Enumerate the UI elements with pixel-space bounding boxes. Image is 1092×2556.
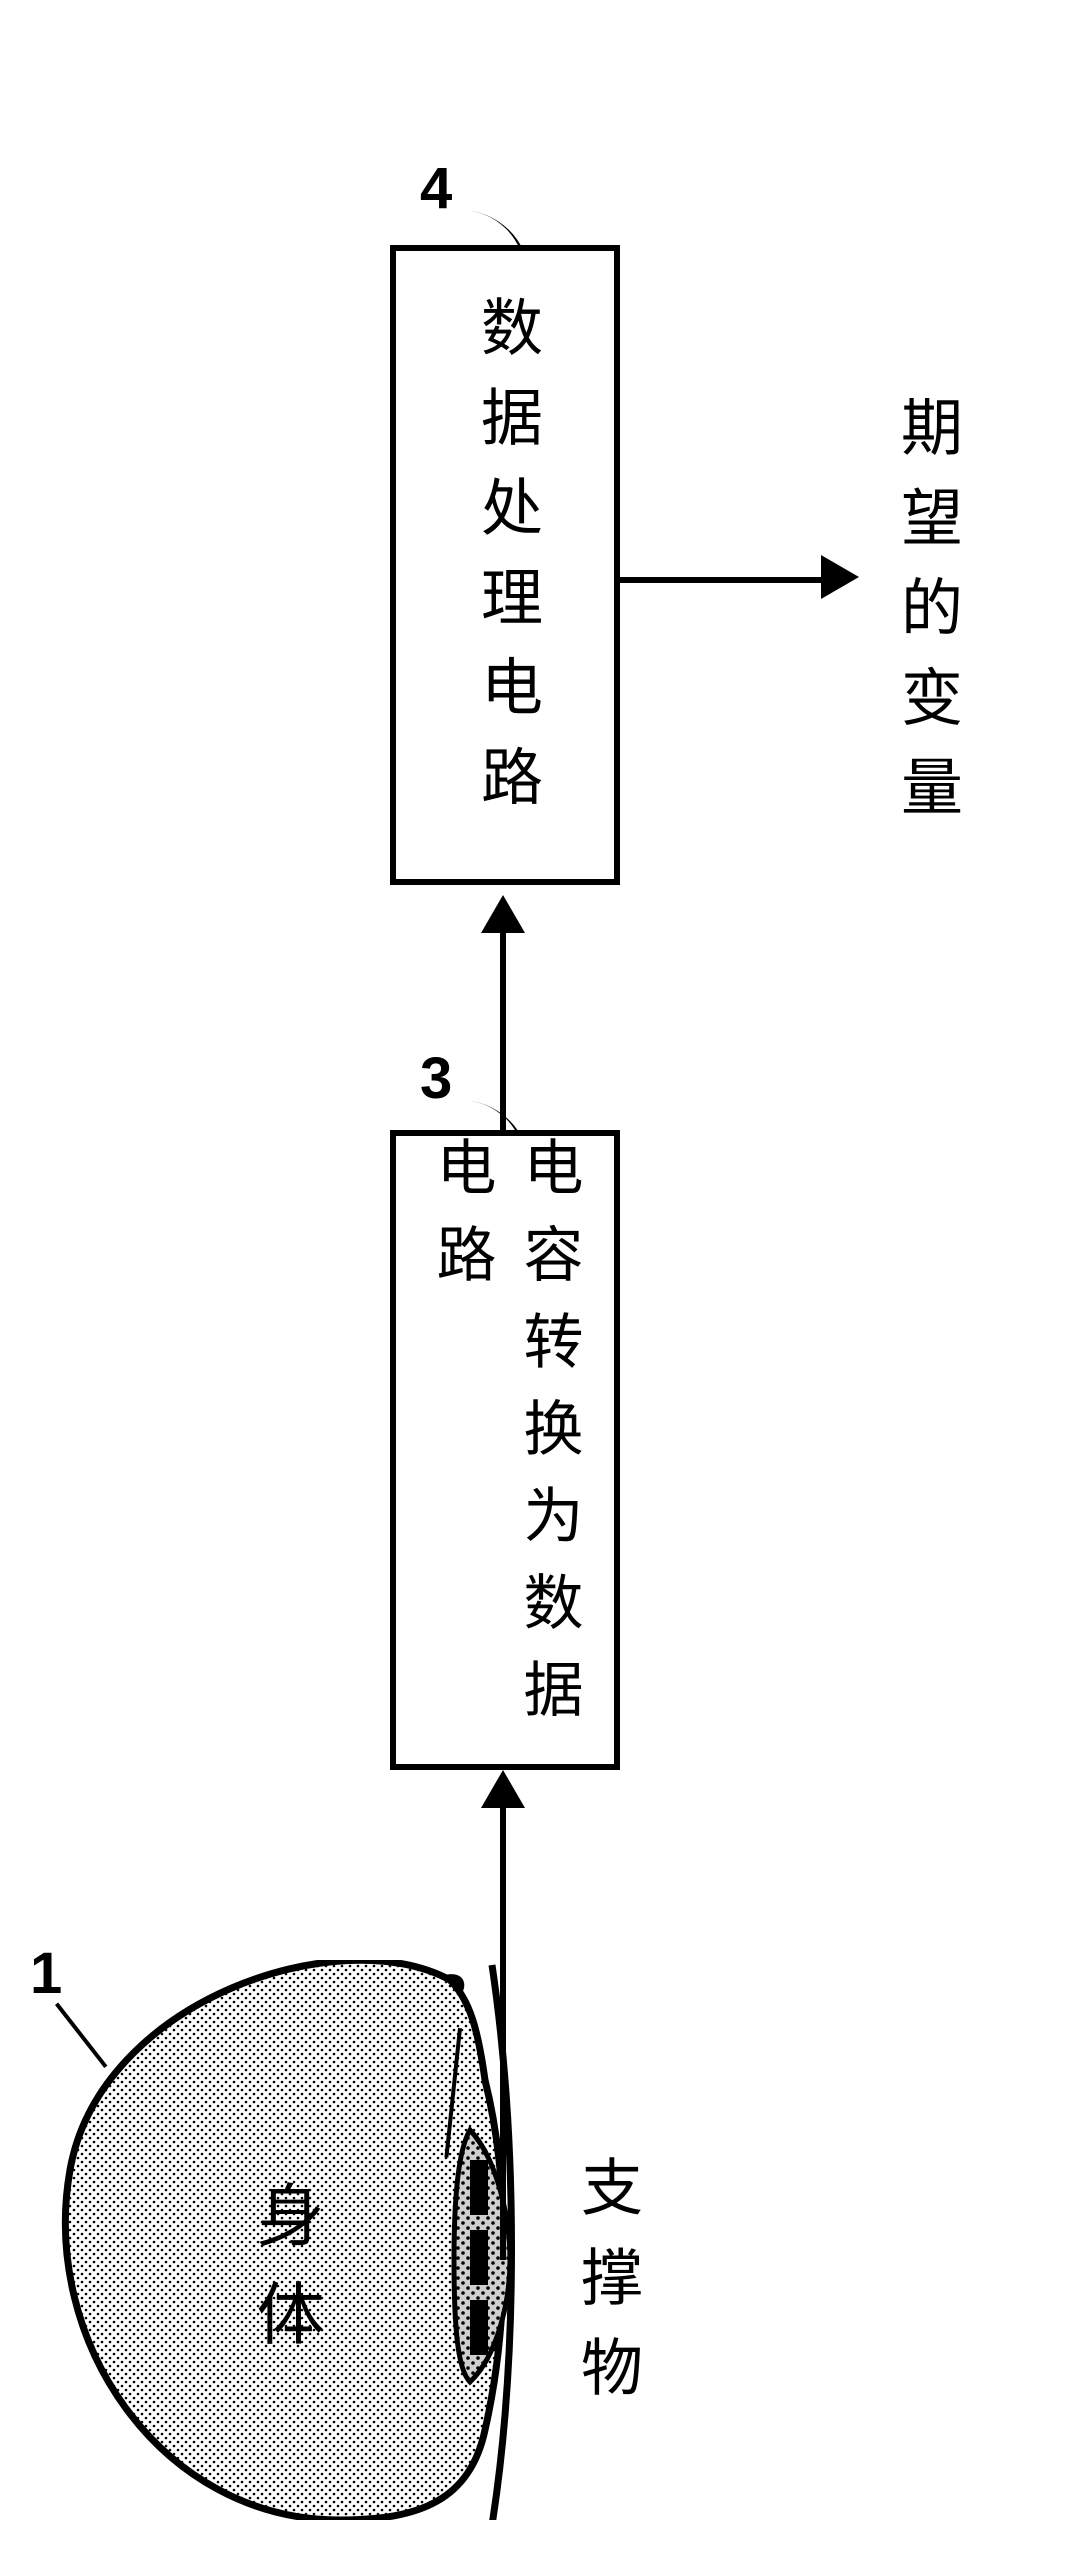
arrow-head-3: [821, 555, 859, 599]
arrow-convert-to-process: [500, 915, 506, 1130]
support-label: 支撑物: [560, 2155, 650, 2425]
output-label: 期望的变量: [880, 395, 970, 845]
box-convert-label: 电容转换为数据电路: [418, 1136, 592, 1764]
box-convert: 电容转换为数据电路: [390, 1130, 620, 1770]
arrow-output-shaft: [620, 577, 830, 583]
diagram-canvas: 1 2 3 4: [0, 0, 1092, 2556]
arrow-head-1: [481, 1770, 525, 1808]
box-process-label: 数据处理电路: [460, 295, 550, 834]
arrow-sensor-to-convert: [500, 1785, 506, 2260]
arrow-head-2: [481, 895, 525, 933]
box-process: 数据处理电路: [390, 245, 620, 885]
body-label: 身体: [235, 2180, 334, 2377]
